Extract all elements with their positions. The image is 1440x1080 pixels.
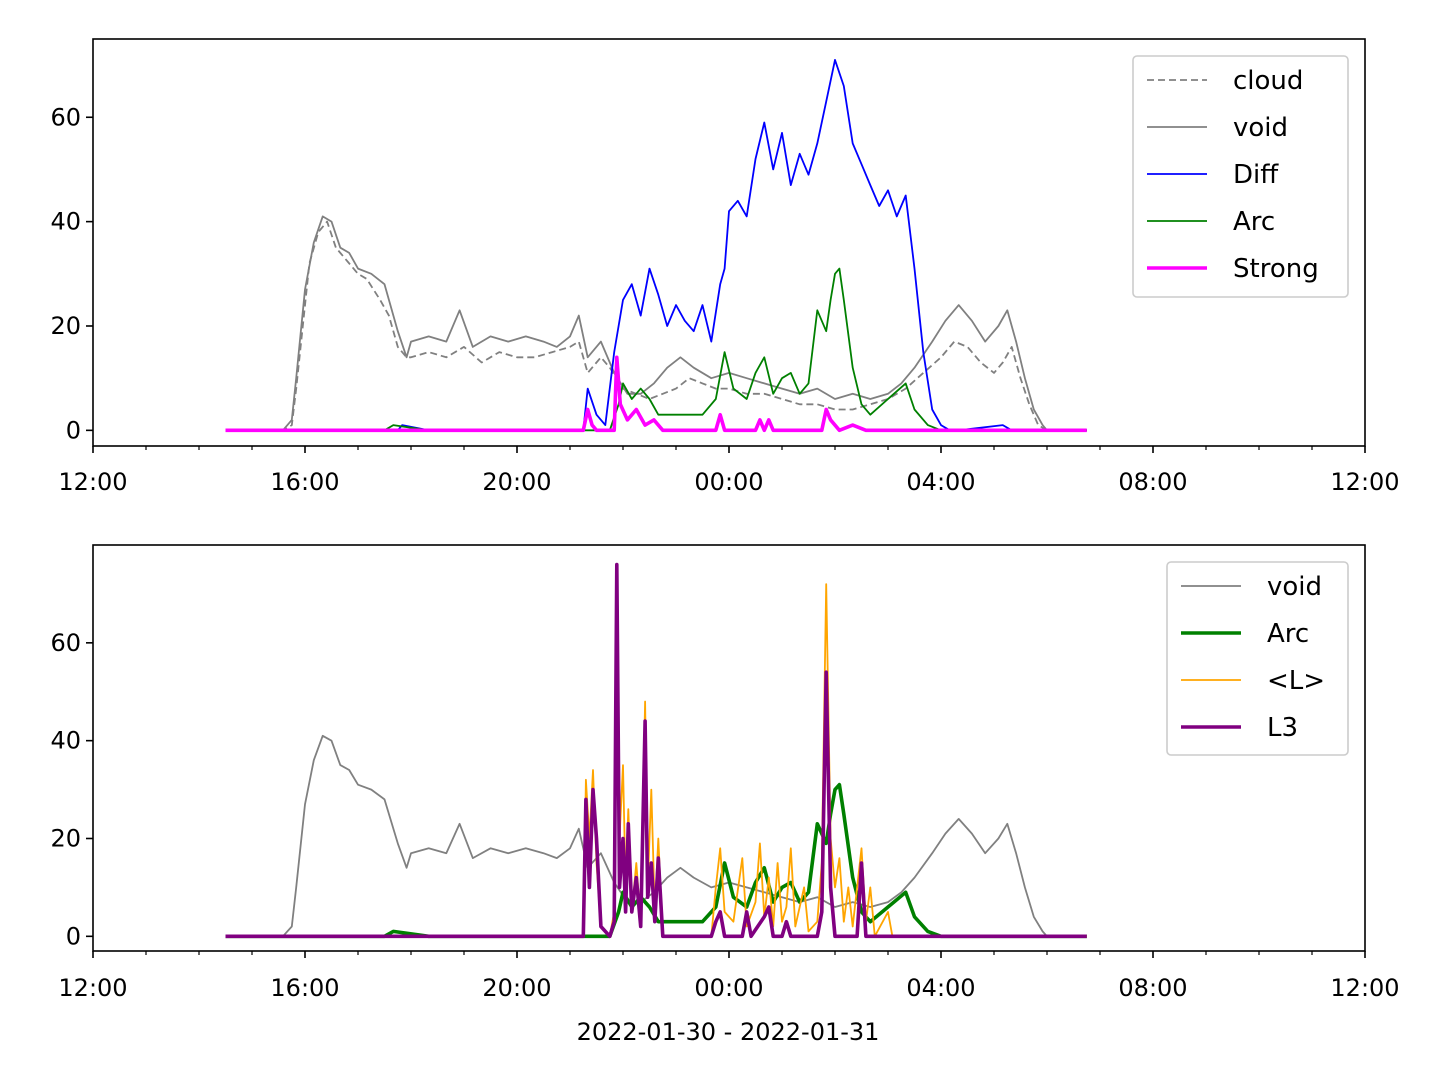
legend-label: void [1267,572,1322,602]
series-line-diff [225,59,1087,432]
series-line-strong [225,355,1087,433]
legend-label: Arc [1267,619,1309,649]
y-tick-label: 0 [66,922,81,950]
x-tick-label: 08:00 [1118,468,1187,496]
legend-box [1166,561,1349,756]
x-tick-label: 16:00 [270,468,339,496]
series-line-l3 [225,562,1087,939]
legend-label: L3 [1267,713,1298,743]
y-tick-label: 40 [50,208,81,236]
legend-label: Arc [1233,207,1275,237]
x-tick-label: 08:00 [1118,974,1187,1002]
legend-box [1132,55,1349,298]
x-tick-label: 12:00 [58,974,127,1002]
x-tick-label: 12:00 [58,468,127,496]
y-tick-label: 20 [50,824,81,852]
x-tick-label: 20:00 [482,974,551,1002]
y-tick-label: 60 [50,103,81,131]
series-line-arc [225,267,1087,432]
x-tick-label: 04:00 [906,974,975,1002]
x-axis-label: 2022-01-30 - 2022-01-31 [577,1018,880,1046]
y-tick-label: 0 [66,416,81,444]
x-tick-label: 16:00 [270,974,339,1002]
legend: void Arc <L> L3 [1166,561,1349,756]
x-tick-label: 00:00 [694,468,763,496]
legend-label: <L> [1267,666,1325,696]
x-tick-label: 12:00 [1330,974,1399,1002]
bottom-panel: 0 20 40 60 12:00 16:00 20:00 00:00 04:00 08:00 12:… [50,544,1400,1002]
y-tick-label: 60 [50,629,81,657]
legend-label: cloud [1233,66,1303,96]
y-tick-label: 40 [50,727,81,755]
x-tick-label: 12:00 [1330,468,1399,496]
legend: cloud void Diff Arc Strong [1132,55,1349,298]
series-line-cloud [225,220,1087,432]
legend-label: Strong [1233,254,1319,284]
y-tick-label: 20 [50,312,81,340]
top-panel: 0 20 40 60 12:00 16:00 20:00 00:00 04:00 08:00 12:… [50,38,1400,496]
x-tick-label: 04:00 [906,468,975,496]
series-line-void [225,215,1087,432]
x-tick-label: 00:00 [694,974,763,1002]
x-tick-label: 20:00 [482,468,551,496]
legend-label: void [1233,113,1288,143]
legend-label: Diff [1233,160,1279,190]
